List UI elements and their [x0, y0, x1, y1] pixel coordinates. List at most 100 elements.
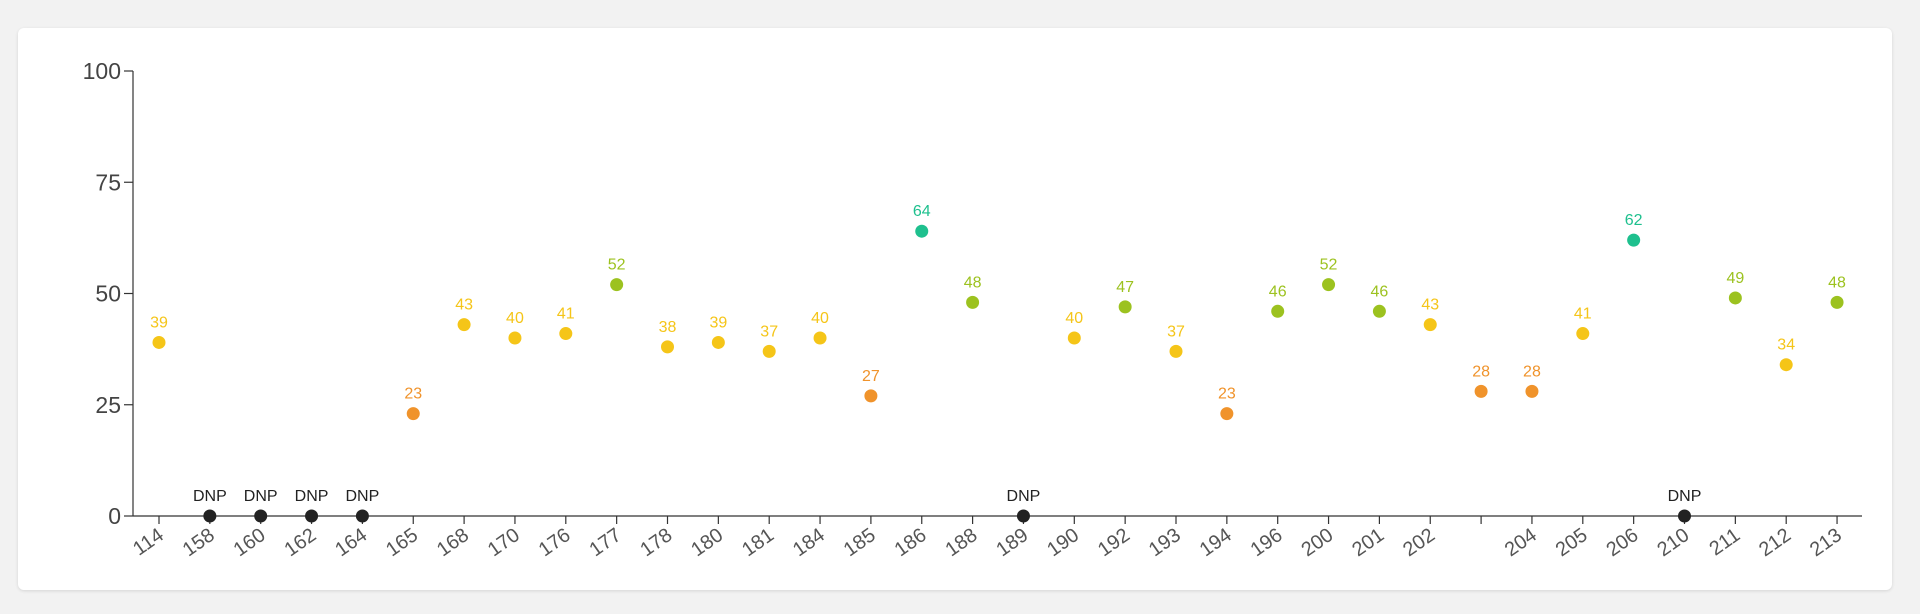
y-ticks: 0 25 50 75 100: [83, 58, 133, 529]
x-tick-label: 206: [1603, 524, 1643, 561]
x-tick-label: 204: [1501, 524, 1541, 561]
y-tick-label: 100: [83, 58, 121, 84]
data-label: 27: [862, 368, 880, 385]
dnp-point: [355, 509, 369, 523]
dnp-point: [203, 509, 217, 523]
y-tick-label: 75: [95, 169, 121, 195]
data-label: 38: [659, 319, 677, 336]
data-label: 34: [1777, 337, 1795, 354]
x-tick-label: 181: [738, 524, 778, 561]
x-tick-label: 189: [992, 524, 1032, 561]
data-point: [762, 344, 776, 358]
data-label: 62: [1625, 212, 1643, 229]
data-point: [1525, 384, 1539, 398]
x-tick-label: 184: [789, 524, 829, 561]
x-tick-label: 201: [1348, 524, 1388, 561]
data-label: 48: [964, 274, 982, 291]
data-label: 46: [1371, 283, 1389, 300]
x-tick-label: 170: [484, 524, 524, 561]
x-tick-label: 190: [1043, 524, 1083, 561]
data-label: 41: [557, 306, 575, 323]
data-point: [1779, 358, 1793, 372]
dnp-point: [305, 509, 319, 523]
x-tick-label: 180: [687, 524, 727, 561]
dnp-label: DNP: [193, 488, 227, 505]
data-point: [152, 335, 166, 349]
x-tick-label: 200: [1297, 524, 1337, 561]
data-point: [406, 407, 420, 421]
data-point: [1220, 407, 1234, 421]
data-points: [152, 224, 1844, 523]
data-point: [1271, 304, 1285, 318]
x-tick-label: 178: [636, 524, 676, 561]
data-label: 43: [1421, 297, 1439, 314]
data-point: [1118, 300, 1132, 314]
data-label: 52: [1320, 257, 1338, 274]
data-label: 23: [404, 386, 422, 403]
dnp-label: DNP: [295, 488, 329, 505]
data-point: [1627, 233, 1641, 247]
x-tick-label: 160: [230, 524, 270, 561]
data-point: [711, 335, 725, 349]
y-tick-label: 0: [108, 503, 121, 529]
data-point: [559, 327, 573, 341]
data-label: 40: [811, 310, 829, 327]
chart-card: [18, 28, 1892, 590]
data-point: [610, 278, 624, 292]
y-tick-label: 50: [95, 281, 121, 307]
data-point: [1169, 344, 1183, 358]
data-point: [1322, 278, 1336, 292]
data-point: [1576, 327, 1590, 341]
data-label: 23: [1218, 386, 1236, 403]
data-label: 40: [1065, 310, 1083, 327]
data-point: [966, 295, 980, 309]
y-tick-label: 25: [95, 392, 121, 418]
data-point: [813, 331, 827, 345]
x-tick-label: 165: [382, 524, 422, 561]
data-label: 37: [760, 323, 778, 340]
data-label: 40: [506, 310, 524, 327]
x-tick-label: 114: [129, 524, 168, 560]
data-label: 46: [1269, 283, 1287, 300]
data-label: 39: [709, 314, 727, 331]
x-ticks: 114 158 160 162 164 165 168 170 176 177 178 180 181 1…: [129, 516, 1846, 561]
dnp-point: [1016, 509, 1030, 523]
data-point: [915, 224, 929, 238]
data-point: [661, 340, 674, 354]
data-label: 48: [1828, 274, 1846, 291]
x-tick-label: 158: [179, 524, 219, 561]
x-tick-label: 192: [1094, 524, 1134, 561]
x-tick-label: 213: [1806, 524, 1846, 561]
x-tick-label: 202: [1399, 524, 1439, 561]
x-tick-label: 168: [433, 524, 473, 561]
data-point: [1067, 331, 1081, 345]
x-tick-label: 176: [535, 524, 575, 561]
data-labels: 39 DNP DNP DNP DNP 23 43 40 41 52 38 39 37 40 27 64 48 DN…: [150, 203, 1846, 505]
x-tick-label: 164: [331, 524, 371, 561]
data-point: [1423, 318, 1437, 332]
data-point: [1372, 304, 1386, 318]
x-tick-label: 212: [1755, 524, 1795, 561]
data-label: 64: [913, 203, 931, 220]
x-tick-label: 210: [1653, 524, 1693, 561]
x-tick-label: 188: [942, 524, 982, 561]
x-tick-label: 194: [1196, 524, 1236, 561]
dnp-label: DNP: [1007, 488, 1041, 505]
data-label: 28: [1472, 363, 1490, 380]
dnp-point: [1678, 509, 1691, 523]
x-tick-label: 185: [840, 524, 880, 561]
data-label: 52: [608, 257, 626, 274]
x-tick-label: 193: [1145, 524, 1185, 561]
data-label: 49: [1726, 270, 1744, 287]
dnp-label: DNP: [1668, 488, 1702, 505]
data-point: [457, 318, 471, 332]
chart-axes: [132, 71, 1862, 517]
data-label: 47: [1116, 279, 1134, 296]
data-point: [864, 389, 878, 403]
dnp-label: DNP: [346, 488, 380, 505]
dnp-label: DNP: [244, 488, 278, 505]
data-point: [1728, 291, 1742, 305]
data-label: 37: [1167, 323, 1185, 340]
x-tick-label: 205: [1552, 524, 1592, 561]
data-label: 41: [1574, 306, 1592, 323]
